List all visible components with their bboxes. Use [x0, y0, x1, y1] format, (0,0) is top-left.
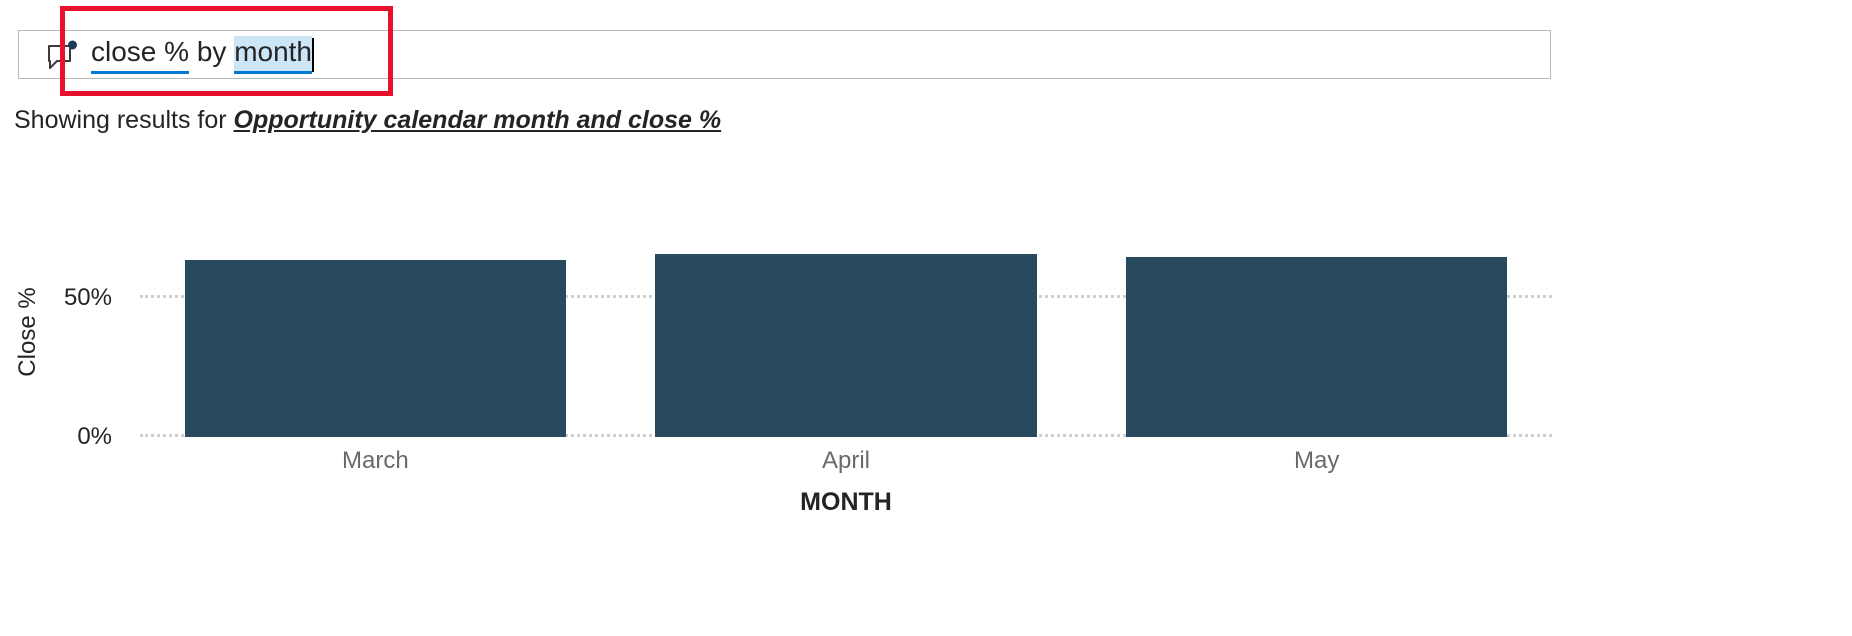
results-interpretation[interactable]: Opportunity calendar month and close %	[233, 106, 722, 134]
query-term[interactable]: close %	[91, 36, 190, 74]
x-axis-labels: March April May	[140, 447, 1552, 475]
y-axis-ticks: 0% 50%	[40, 229, 112, 450]
query-text[interactable]: close % by month	[91, 35, 313, 74]
y-axis-title: Close %	[14, 287, 41, 377]
bar-band	[140, 229, 611, 437]
bar-april[interactable]	[655, 253, 1037, 437]
plot-area	[140, 229, 1552, 437]
bar-march[interactable]	[184, 259, 566, 437]
y-axis-tick-label: 0%	[77, 423, 112, 450]
qna-input[interactable]: close % by month	[18, 30, 1551, 79]
x-axis-category-label: May	[1294, 447, 1340, 474]
x-axis-title: MONTH	[800, 488, 892, 516]
query-term[interactable]: month	[234, 35, 313, 74]
results-line: Showing results for Opportunity calendar…	[14, 106, 721, 135]
bar-band	[611, 229, 1082, 437]
y-axis-tick-label: 50%	[63, 284, 112, 312]
x-axis-category-label: April	[822, 447, 871, 474]
bar-may[interactable]	[1126, 256, 1508, 437]
query-term[interactable]: by	[189, 35, 235, 67]
text-cursor	[312, 37, 315, 72]
x-axis-category-label: March	[341, 447, 409, 474]
qna-speech-bubble-icon	[43, 37, 79, 73]
bar-band	[1081, 229, 1552, 437]
results-prefix: Showing results for	[14, 106, 234, 134]
